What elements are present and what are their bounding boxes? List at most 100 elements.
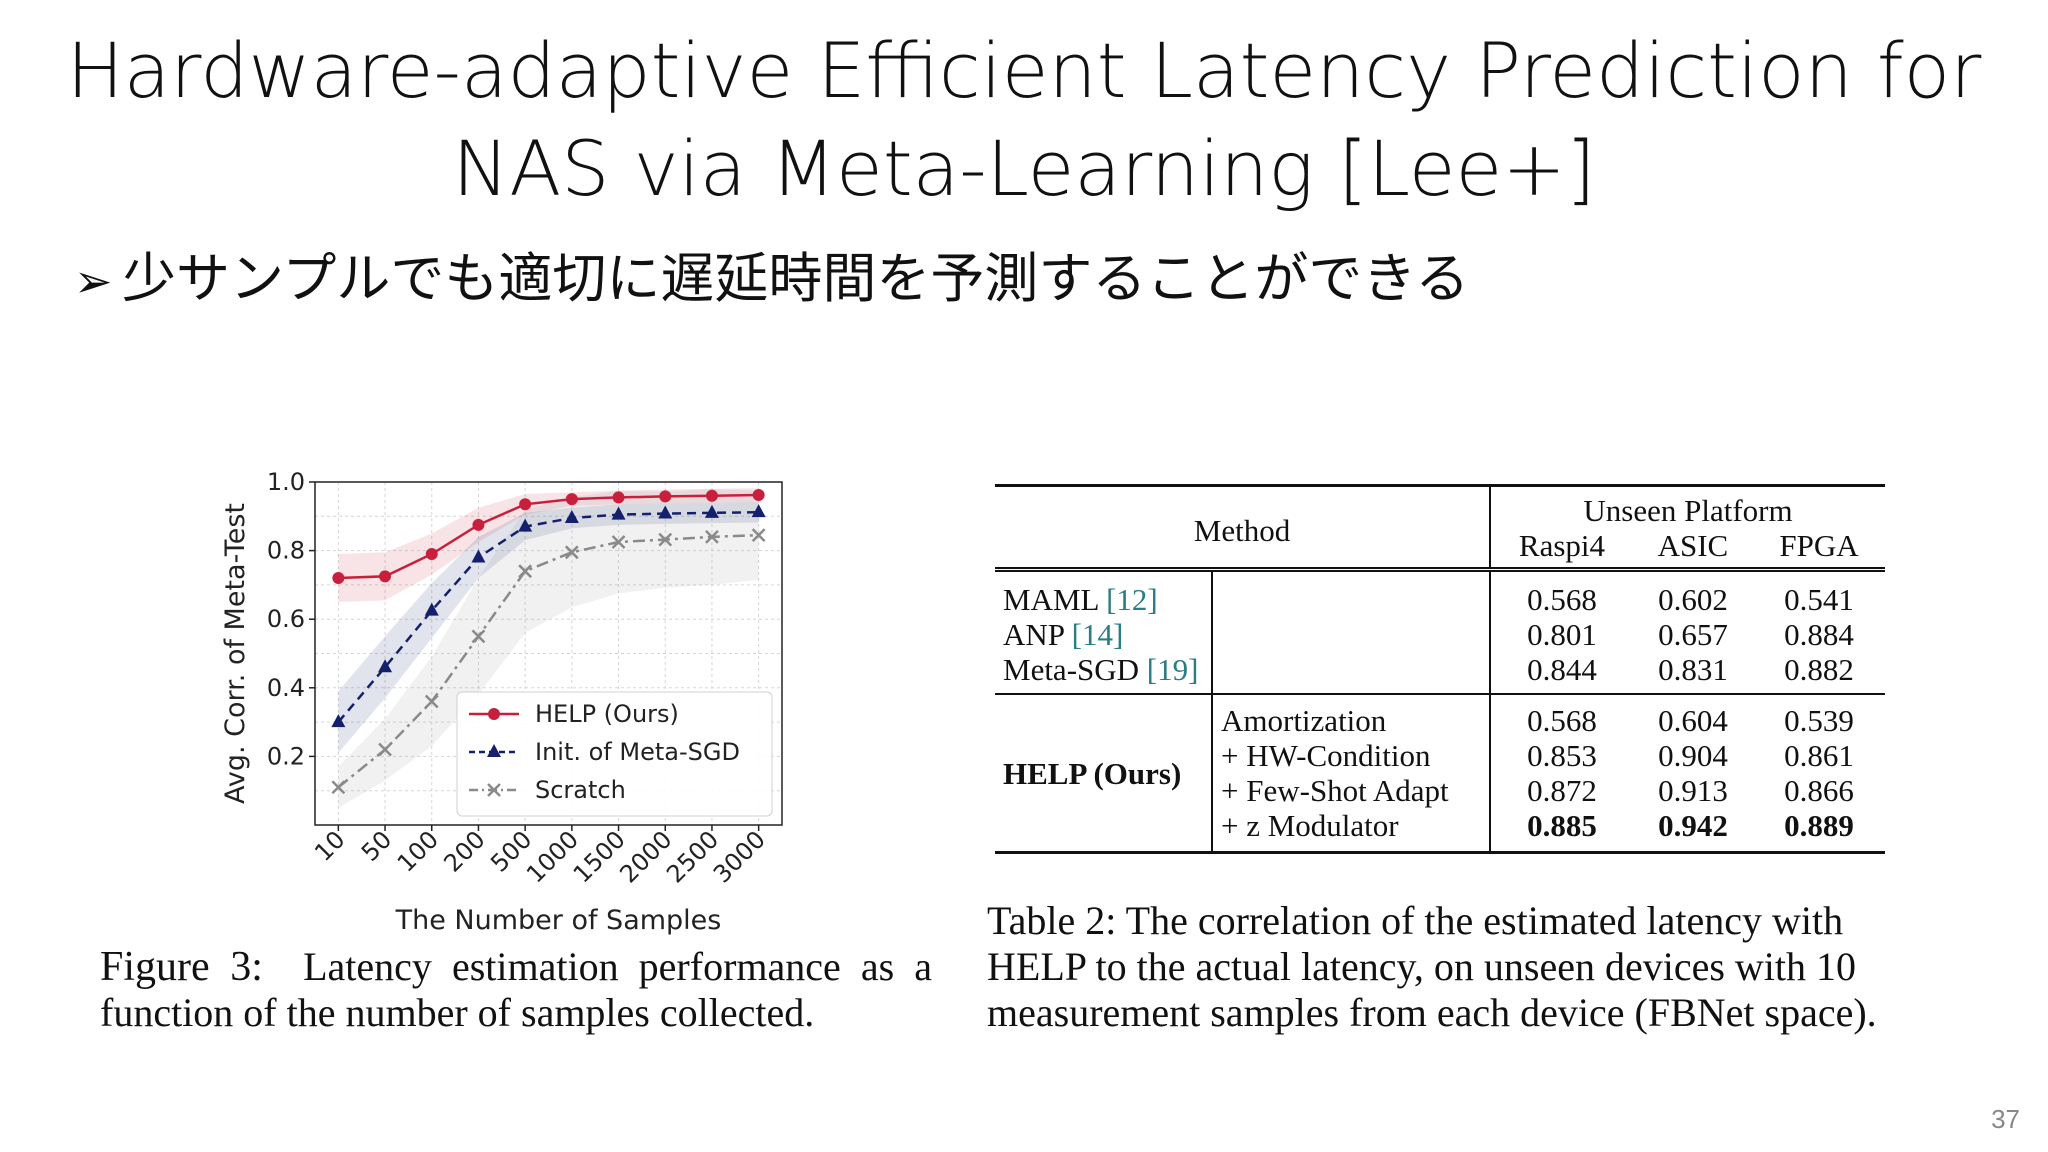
data-point <box>565 493 578 506</box>
page-number: 37 <box>1991 1104 2020 1134</box>
table-cell-best: 0.885 <box>1527 808 1597 843</box>
confidence-band <box>338 488 759 603</box>
data-point <box>472 518 485 531</box>
arrow-bullet-icon: ➢ <box>74 254 113 308</box>
table-caption-label: Table 2: <box>987 898 1117 943</box>
table-cell: 0.604 <box>1658 703 1728 738</box>
data-point <box>331 714 346 728</box>
slide-title-line-1: Hardware-adaptive Efficient Latency Pred… <box>66 26 1982 115</box>
table-row: ANP [14] 0.801 0.657 0.884 <box>995 617 1885 652</box>
figure-caption: Figure 3: Latency estimation performance… <box>100 944 932 1036</box>
data-point <box>564 510 579 524</box>
bullet-point: ➢ 少サンプルでも適切に遅延時間を予測することができる <box>74 246 1469 314</box>
y-tick-label: 0.6 <box>267 605 305 633</box>
data-point <box>705 529 719 544</box>
confidence-band <box>338 488 759 808</box>
data-point <box>487 744 501 757</box>
table-row: Meta-SGD [19] 0.844 0.831 0.882 <box>995 652 1885 694</box>
table-cell: 0.539 <box>1784 703 1854 738</box>
table-cell: 0.602 <box>1658 582 1728 617</box>
platform-header: FPGA <box>1779 528 1859 563</box>
ablation-component: + HW-Condition <box>1212 738 1491 773</box>
data-point <box>704 504 719 518</box>
series-line <box>338 493 759 580</box>
baseline-name: Meta-SGD <box>1003 652 1140 687</box>
chart-legend <box>456 691 773 817</box>
data-point <box>611 506 626 520</box>
y-tick-label: 0.8 <box>267 537 305 565</box>
x-tick-label: 200 <box>438 825 490 877</box>
slide-title-line-2: NAS via Meta-Learning [Lee+] <box>452 124 1596 213</box>
x-tick-label: 3000 <box>708 825 771 888</box>
plot-frame <box>314 481 783 826</box>
data-point <box>611 535 626 549</box>
x-tick-label: 2500 <box>661 825 724 888</box>
table-cell: 0.872 <box>1527 773 1597 808</box>
table-cell: 0.541 <box>1784 582 1854 617</box>
ours-method-label: HELP (Ours) <box>995 694 1213 853</box>
table-cell: 0.568 <box>1527 582 1597 617</box>
x-axis-label: The Number of Samples <box>395 905 722 936</box>
table-cell: 0.801 <box>1527 617 1597 652</box>
data-point <box>378 659 393 673</box>
table-cell: 0.861 <box>1784 738 1854 773</box>
data-point <box>487 783 501 797</box>
data-point <box>471 549 486 563</box>
data-point <box>424 694 439 709</box>
table-caption: Table 2: The correlation of the estimate… <box>987 898 1892 1036</box>
ablation-component: Amortization <box>1212 694 1491 738</box>
y-tick-label: 0.2 <box>267 742 305 770</box>
citation-link[interactable]: [12] <box>1106 582 1158 617</box>
legend-label: Scratch <box>535 776 626 804</box>
data-point <box>705 489 718 502</box>
citation-link[interactable]: [19] <box>1146 652 1199 687</box>
data-point <box>751 528 766 543</box>
data-point <box>751 504 766 518</box>
data-point <box>425 548 438 561</box>
bullet-text: 少サンプルでも適切に遅延時間を予測することができる <box>122 247 1470 310</box>
table-row: + z Modulator 0.885 0.942 0.889 <box>995 808 1885 853</box>
table-row: MAML [12] 0.568 0.602 0.541 <box>995 569 1885 617</box>
legend-label: HELP (Ours) <box>535 700 679 728</box>
data-point <box>658 532 673 547</box>
y-tick-label: 0.4 <box>267 674 305 702</box>
table-cell-best: 0.942 <box>1658 808 1728 843</box>
slide-title: Hardware-adaptive Efficient Latency Pred… <box>40 22 2008 218</box>
x-tick-label: 10 <box>309 825 350 866</box>
x-tick-label: 50 <box>356 825 397 866</box>
data-point <box>518 518 533 532</box>
x-tick-label: 1000 <box>521 825 584 888</box>
data-point <box>659 490 672 503</box>
data-point <box>658 505 673 519</box>
x-tick-label: 1500 <box>568 825 631 888</box>
table-cell: 0.882 <box>1784 652 1854 687</box>
y-tick-label: 1.0 <box>267 470 305 496</box>
ablation-component: + Few-Shot Adapt <box>1212 773 1491 808</box>
table-cell: 0.831 <box>1658 652 1728 687</box>
table-cell: 0.853 <box>1527 738 1597 773</box>
y-axis-label: Avg. Corr. of Meta-Test <box>220 503 251 804</box>
table-cell: 0.844 <box>1527 652 1597 687</box>
ablation-component: + z Modulator <box>1212 808 1491 853</box>
legend-label: Init. of Meta-SGD <box>535 738 740 766</box>
table-cell: 0.904 <box>1658 738 1728 773</box>
data-point <box>564 545 579 560</box>
table-cell: 0.866 <box>1784 773 1854 808</box>
x-tick-label: 2000 <box>615 825 678 888</box>
data-point <box>612 491 625 504</box>
method-header: Method <box>995 485 1491 570</box>
table-row: + HW-Condition 0.853 0.904 0.861 <box>995 738 1885 773</box>
data-point <box>488 708 500 720</box>
table-caption-text: The correlation of the estimated latency… <box>987 898 1877 1035</box>
series-line <box>337 533 759 789</box>
table-cell: 0.884 <box>1784 617 1854 652</box>
table-cell: 0.657 <box>1658 617 1728 652</box>
citation-link[interactable]: [14] <box>1071 617 1124 652</box>
unseen-platform-header: Unseen Platform <box>1583 493 1793 528</box>
figure-caption-label: Figure 3: <box>100 944 263 990</box>
platform-header: Raspi4 <box>1518 528 1606 563</box>
data-point <box>331 780 346 795</box>
results-table: Method Unseen Platform Raspi4 ASIC FPGA … <box>995 484 1885 854</box>
latency-line-chart: 0.20.40.60.81.010 50100200500100015002000… <box>220 470 783 936</box>
confidence-band <box>338 501 759 753</box>
